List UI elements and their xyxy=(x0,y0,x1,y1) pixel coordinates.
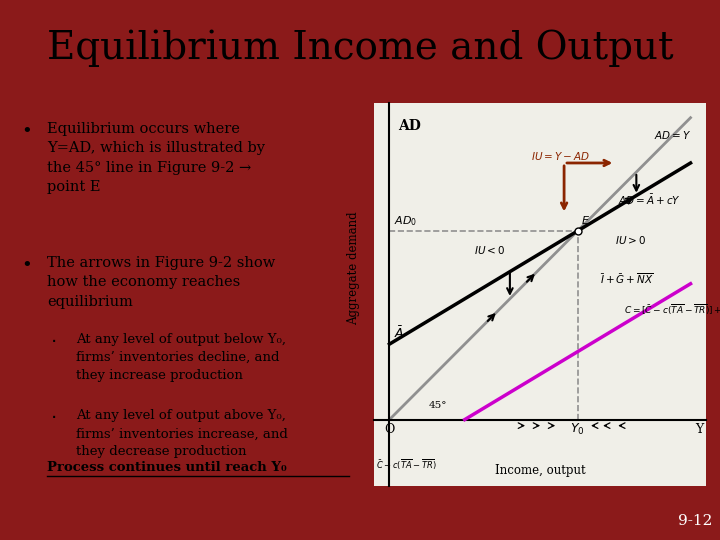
Text: $E$: $E$ xyxy=(580,214,590,226)
Text: At any level of output below Y₀,
firms’ inventories decline, and
they increase p: At any level of output below Y₀, firms’ … xyxy=(76,333,286,382)
Text: •: • xyxy=(22,122,32,140)
Text: •: • xyxy=(22,256,32,274)
Text: At any level of output above Y₀,
firms’ inventories increase, and
they decrease : At any level of output above Y₀, firms’ … xyxy=(76,409,287,458)
Text: $AD=\bar{A}+cY$: $AD=\bar{A}+cY$ xyxy=(618,193,681,207)
Text: Process continues until reach Y₀: Process continues until reach Y₀ xyxy=(47,462,287,475)
Text: $\bar{I}+\bar{G}+\overline{NX}$: $\bar{I}+\bar{G}+\overline{NX}$ xyxy=(600,271,654,286)
Text: $AD_0$: $AD_0$ xyxy=(394,214,417,228)
Text: The arrows in Figure 9-2 show
how the economy reaches
equilibrium: The arrows in Figure 9-2 show how the ec… xyxy=(47,256,275,309)
Text: $\bar{C}-c(\overline{TA}-\overline{TR})$: $\bar{C}-c(\overline{TA}-\overline{TR})$ xyxy=(376,458,436,472)
Text: Income, output: Income, output xyxy=(495,464,585,477)
Text: 9-12: 9-12 xyxy=(678,514,713,528)
Text: $Y_0$: $Y_0$ xyxy=(570,422,585,437)
Text: Equilibrium occurs where
Y=AD, which is illustrated by
the 45° line in Figure 9-: Equilibrium occurs where Y=AD, which is … xyxy=(47,122,265,194)
Text: Y: Y xyxy=(696,423,703,436)
Text: ·: · xyxy=(50,333,57,352)
Text: $IU<0$: $IU<0$ xyxy=(474,244,505,255)
Text: $IU>0$: $IU>0$ xyxy=(616,234,647,246)
Text: $\bar{A}$: $\bar{A}$ xyxy=(394,326,405,341)
Text: AD: AD xyxy=(398,119,421,133)
Text: Equilibrium Income and Output: Equilibrium Income and Output xyxy=(47,30,673,68)
Text: Aggregate demand: Aggregate demand xyxy=(347,212,360,326)
Text: $AD=Y$: $AD=Y$ xyxy=(654,129,692,141)
Text: 45°: 45° xyxy=(428,401,447,409)
Text: $C=[\bar{C}-c(\overline{TA}-\overline{TR})]+cY$: $C=[\bar{C}-c(\overline{TA}-\overline{TR… xyxy=(624,303,720,317)
Text: O: O xyxy=(384,423,395,436)
Text: ·: · xyxy=(50,409,57,428)
Text: $IU=Y-AD$: $IU=Y-AD$ xyxy=(531,150,590,162)
